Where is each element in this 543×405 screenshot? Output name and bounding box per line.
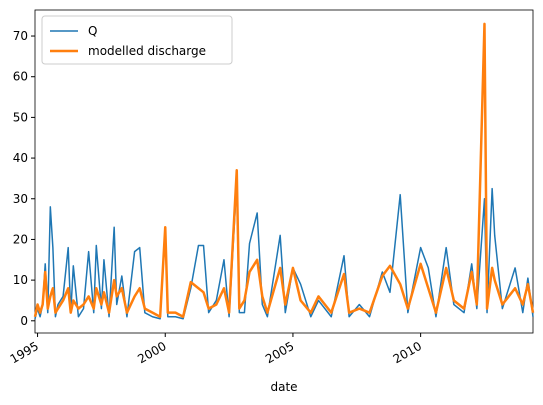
legend-label: modelled discharge xyxy=(88,44,206,58)
y-tick-label: 50 xyxy=(13,110,28,124)
legend-box xyxy=(41,15,233,65)
y-tick-label: 60 xyxy=(13,70,28,84)
y-tick-label: 10 xyxy=(13,273,28,287)
x-tick-label: 2005 xyxy=(263,339,296,366)
x-tick-label: 2000 xyxy=(135,339,168,366)
x-axis-label: date xyxy=(270,380,297,394)
x-tick-label: 2010 xyxy=(391,339,424,366)
y-tick-label: 30 xyxy=(13,192,28,206)
legend-label: Q xyxy=(88,24,97,38)
y-tick-label: 20 xyxy=(13,232,28,246)
y-tick-label: 40 xyxy=(13,151,28,165)
y-tick-label: 70 xyxy=(13,29,28,43)
plot-frame xyxy=(34,9,534,334)
x-tick-label: 1995 xyxy=(8,339,41,366)
y-tick-label: 0 xyxy=(20,314,28,328)
series-line xyxy=(34,181,534,320)
series-line xyxy=(33,22,535,318)
